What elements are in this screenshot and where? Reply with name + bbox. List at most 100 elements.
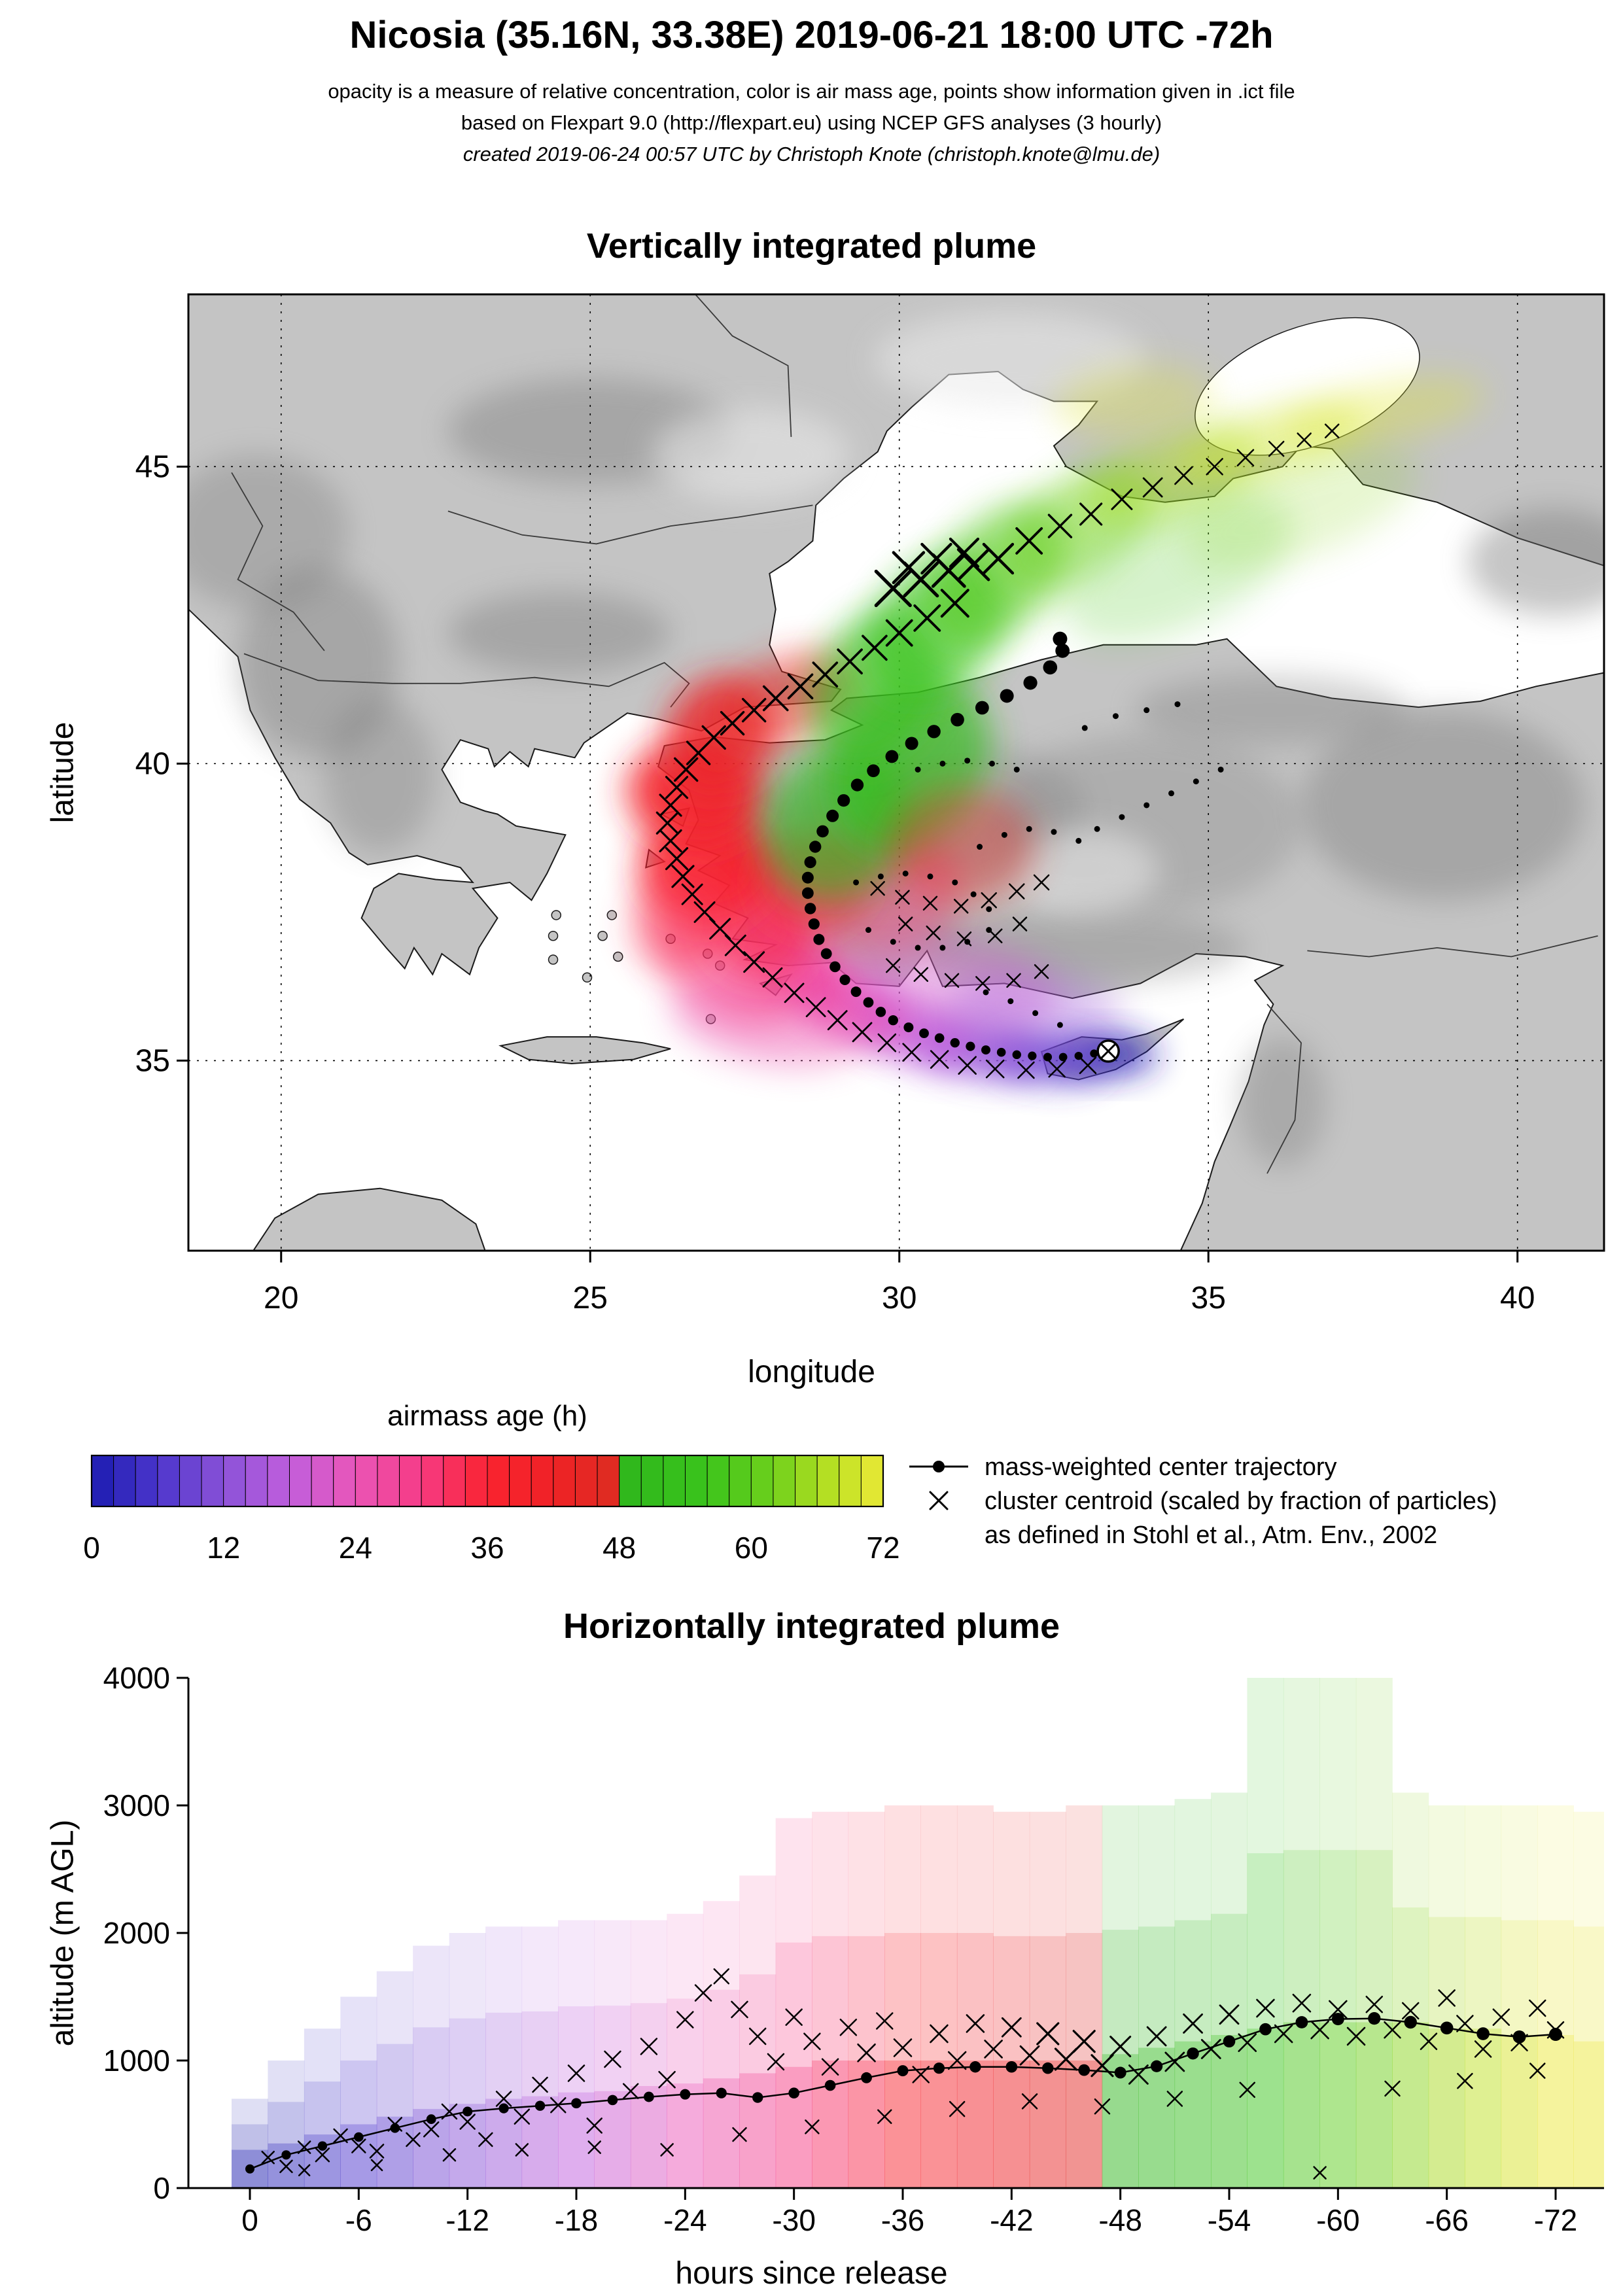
cluster-centroid-mark (1048, 1060, 1066, 1078)
profile-centroid-mark (676, 2011, 694, 2028)
center-trajectory-point (1000, 689, 1014, 703)
cluster-centroid-mark (1006, 973, 1021, 988)
profile-trajectory-point (1041, 2062, 1054, 2074)
terrain-shading-light (1010, 829, 1159, 913)
profile-centroid-mark (1109, 2036, 1132, 2058)
center-trajectory-point (1090, 1049, 1098, 1058)
particle-dot (1056, 1022, 1063, 1028)
profile-trajectory-point (426, 2114, 436, 2125)
profile-centroid-mark (731, 2000, 748, 2019)
profile-centroid-mark (1164, 2051, 1185, 2072)
plume-column-outer (1465, 1805, 1502, 2188)
particle-dot (1051, 829, 1057, 835)
cluster-centroid-mark (1034, 964, 1049, 979)
center-trajectory-point (1043, 660, 1058, 675)
cluster-centroid-mark (902, 1043, 921, 1062)
plume-column-mid (848, 1936, 885, 2188)
cluster-centroid-mark (874, 569, 912, 608)
plume-column-outer (376, 1971, 413, 2188)
cluster-centroid-mark (681, 883, 703, 905)
profile-centroid-mark (1072, 2030, 1096, 2053)
colorbar-cell (355, 1455, 378, 1507)
profile-centroid-mark (1239, 2081, 1255, 2098)
profile-trajectory-point (317, 2141, 328, 2151)
colorbar-cell (333, 1455, 356, 1507)
profile-trajectory-point (1078, 2064, 1091, 2076)
profile-centroid-mark (877, 2109, 892, 2125)
plume-column-core (812, 2061, 849, 2188)
plume-column-outer (1102, 1805, 1139, 2188)
center-trajectory-point (981, 1045, 991, 1055)
country-border (1307, 935, 1598, 958)
profile-centroid-mark (1146, 2026, 1167, 2047)
profile-xaxis-title: hours since release (675, 2256, 948, 2291)
plume-column-mid (884, 1933, 921, 2188)
plume-column-core (1319, 2022, 1357, 2188)
profile-trajectory-point (897, 2065, 909, 2077)
legend-center-trajectory-label: mass-weighted center trajectory (985, 1453, 1337, 1481)
cluster-centroid-mark (940, 589, 969, 618)
profile-centroid-mark (1310, 2020, 1329, 2040)
plume-column-core (667, 2083, 704, 2188)
center-trajectory-point (966, 1041, 975, 1051)
center-trajectory-point (1028, 1051, 1037, 1060)
center-trajectory-point (808, 918, 820, 930)
plume-column-outer (1283, 1678, 1320, 2188)
profile-centroid-mark (1019, 2045, 1040, 2066)
map-panel (188, 294, 1604, 1251)
terrain-shading-dark (1134, 674, 1406, 746)
profile-centroid-mark (839, 2019, 858, 2036)
center-trajectory-point (1055, 643, 1070, 658)
profile-centroid-mark (1256, 1998, 1275, 2018)
plume-column-core (1392, 2022, 1429, 2188)
profile-centroid-mark (1420, 2032, 1438, 2050)
colorbar-tick-label: 0 (83, 1531, 100, 1565)
plume-column-mid (1537, 1920, 1574, 2188)
cluster-centroid-mark (870, 880, 885, 896)
cluster-centroid-mark (953, 899, 969, 914)
cluster-centroid-mark (1236, 449, 1255, 466)
profile-y-tick-label: 4000 (103, 1661, 170, 1695)
cluster-centroid-mark (1174, 466, 1193, 485)
plume-column-outer (920, 1805, 958, 2188)
plume-column-outer (956, 1805, 994, 2188)
center-trajectory-point (837, 794, 850, 807)
plume-column-outer (1211, 1792, 1248, 2188)
particle-dot (1001, 831, 1007, 838)
profile-trajectory-point (1187, 2047, 1199, 2060)
profile-centroid-mark (713, 1968, 730, 1985)
plume-column-outer (1138, 1805, 1176, 2188)
plume-column-mid (1465, 1917, 1502, 2188)
colorbar-tick-label: 72 (866, 1531, 899, 1565)
particle-dot (1168, 790, 1175, 797)
profile-centroid-mark (1346, 2026, 1366, 2046)
profile-trajectory-point (752, 2092, 763, 2103)
particle-dot (877, 873, 884, 880)
plume-column-outer (1319, 1678, 1357, 2188)
particle-dot (1193, 778, 1199, 785)
profile-trajectory-point (245, 2164, 254, 2174)
country-border (231, 472, 325, 652)
profile-centroid-mark (586, 2117, 602, 2134)
map-x-tick-label: 30 (882, 1281, 916, 1315)
colorbar-cell (135, 1455, 158, 1507)
center-trajectory-point (975, 701, 989, 715)
center-trajectory-point (1012, 1050, 1021, 1060)
subtitle-created: created 2019-06-24 00:57 UTC by Christop… (462, 143, 1161, 165)
profile-centroid-mark (640, 2038, 658, 2055)
colorbar: 0 12 24 36 48 60 72 (83, 1454, 900, 1565)
terrain-shading-dark (188, 455, 349, 610)
colorbar-tick-label: 12 (207, 1531, 240, 1565)
cluster-centroid-mark (1142, 477, 1163, 498)
cluster-centroid-mark (985, 1059, 1005, 1079)
plume-column-mid (304, 2081, 341, 2188)
profile-trajectory-point (462, 2106, 473, 2117)
profile-trajectory-point (534, 2100, 546, 2111)
colorbar-outline (90, 1454, 884, 1508)
profile-centroid-mark (351, 2138, 366, 2153)
colorbar-tick-label: 36 (470, 1531, 504, 1565)
center-trajectory-point (996, 1047, 1006, 1057)
plume-column-outer (1392, 1792, 1429, 2188)
cluster-centroid-mark (944, 973, 960, 988)
profile-centroid-mark (767, 2053, 785, 2071)
